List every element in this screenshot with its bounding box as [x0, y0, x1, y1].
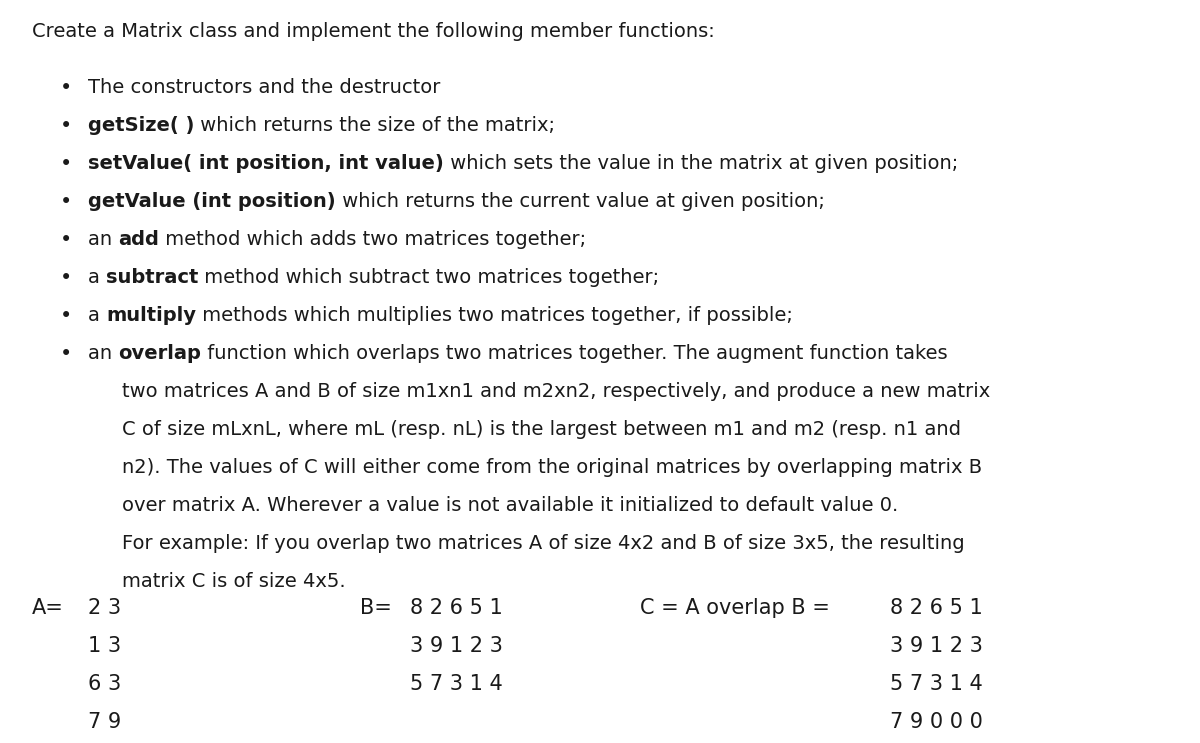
Text: getSize( ): getSize( ) [88, 116, 194, 135]
Text: 8 2 6 5 1: 8 2 6 5 1 [410, 598, 503, 618]
Text: 7 9: 7 9 [88, 712, 121, 732]
Text: 5 7 3 1 4: 5 7 3 1 4 [890, 674, 983, 694]
Text: •: • [60, 154, 72, 174]
Text: an: an [88, 230, 119, 249]
Text: •: • [60, 306, 72, 326]
Text: method which subtract two matrices together;: method which subtract two matrices toget… [198, 268, 660, 287]
Text: 7 9 0 0 0: 7 9 0 0 0 [890, 712, 983, 732]
Text: subtract: subtract [106, 268, 198, 287]
Text: an: an [88, 344, 119, 363]
Text: C = A overlap B =: C = A overlap B = [640, 598, 830, 618]
Text: which returns the size of the matrix;: which returns the size of the matrix; [194, 116, 556, 135]
Text: For example: If you overlap two matrices A of size 4x2 and B of size 3x5, the re: For example: If you overlap two matrices… [122, 534, 965, 553]
Text: 2 3: 2 3 [88, 598, 121, 618]
Text: C of size mLxnL, where mL (resp. nL) is the largest between m1 and m2 (resp. n1 : C of size mLxnL, where mL (resp. nL) is … [122, 420, 961, 439]
Text: 5 7 3 1 4: 5 7 3 1 4 [410, 674, 503, 694]
Text: overlap: overlap [119, 344, 202, 363]
Text: n2). The values of C will either come from the original matrices by overlapping : n2). The values of C will either come fr… [122, 458, 982, 477]
Text: add: add [119, 230, 160, 249]
Text: •: • [60, 192, 72, 212]
Text: •: • [60, 344, 72, 364]
Text: which returns the current value at given position;: which returns the current value at given… [336, 192, 824, 211]
Text: a: a [88, 306, 106, 325]
Text: methods which multiplies two matrices together, if possible;: methods which multiplies two matrices to… [196, 306, 793, 325]
Text: 3 9 1 2 3: 3 9 1 2 3 [410, 636, 503, 656]
Text: setValue( int position, int value): setValue( int position, int value) [88, 154, 444, 173]
Text: 1 3: 1 3 [88, 636, 121, 656]
Text: B=: B= [360, 598, 392, 618]
Text: A=: A= [32, 598, 64, 618]
Text: •: • [60, 78, 72, 98]
Text: multiply: multiply [106, 306, 196, 325]
Text: •: • [60, 116, 72, 136]
Text: 8 2 6 5 1: 8 2 6 5 1 [890, 598, 983, 618]
Text: •: • [60, 230, 72, 250]
Text: getValue (int position): getValue (int position) [88, 192, 336, 211]
Text: function which overlaps two matrices together. The augment function takes: function which overlaps two matrices tog… [202, 344, 948, 363]
Text: 3 9 1 2 3: 3 9 1 2 3 [890, 636, 983, 656]
Text: a: a [88, 268, 106, 287]
Text: Create a Matrix class and implement the following member functions:: Create a Matrix class and implement the … [32, 22, 715, 41]
Text: over matrix A. Wherever a value is not available it initialized to default value: over matrix A. Wherever a value is not a… [122, 496, 899, 515]
Text: method which adds two matrices together;: method which adds two matrices together; [160, 230, 587, 249]
Text: two matrices A and B of size m1xn1 and m2xn2, respectively, and produce a new ma: two matrices A and B of size m1xn1 and m… [122, 382, 990, 401]
Text: matrix C is of size 4x5.: matrix C is of size 4x5. [122, 572, 346, 591]
Text: 6 3: 6 3 [88, 674, 121, 694]
Text: The constructors and the destructor: The constructors and the destructor [88, 78, 440, 97]
Text: •: • [60, 268, 72, 288]
Text: which sets the value in the matrix at given position;: which sets the value in the matrix at gi… [444, 154, 958, 173]
